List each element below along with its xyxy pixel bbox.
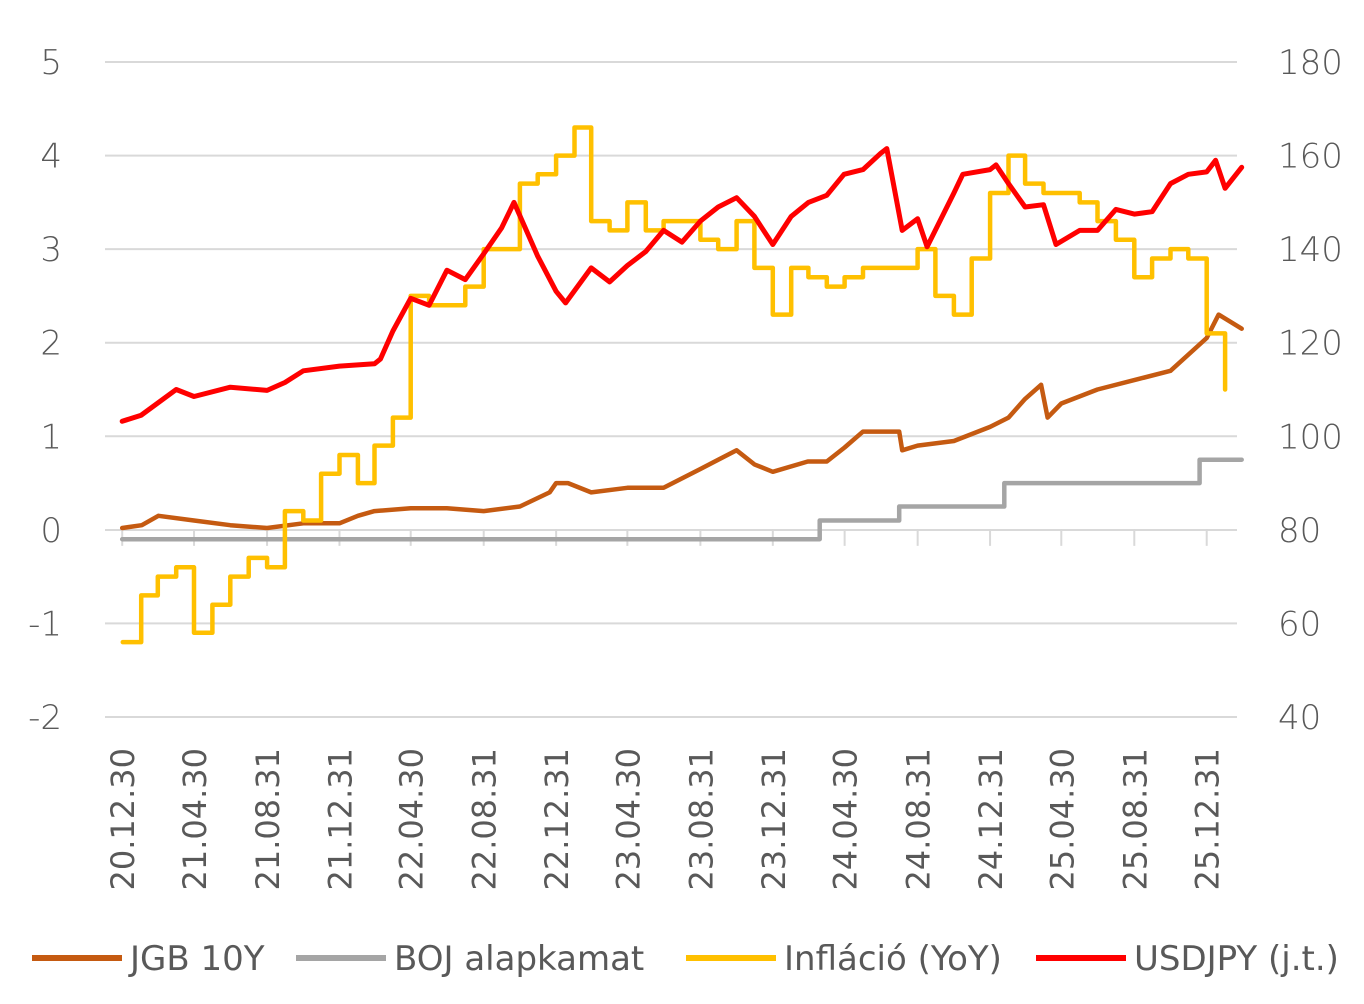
left-tick-label: -2: [28, 698, 62, 738]
x-tick-label: 25.08.31: [1116, 748, 1154, 891]
x-tick-label: 25.12.31: [1189, 748, 1227, 891]
series-line-1: [119, 457, 1244, 542]
x-tick-label: 25.04.30: [1043, 748, 1081, 891]
series-line-0: [119, 312, 1244, 531]
left-tick-label: 3: [40, 230, 62, 270]
right-tick-label: 60: [1278, 604, 1321, 644]
x-tick-label: 21.12.31: [321, 748, 359, 891]
left-tick-label: 5: [40, 43, 62, 83]
grid-lines: [105, 61, 1237, 718]
left-axis-ticks: -2 -1 0 1 2 3 4 5: [28, 43, 62, 738]
left-tick-label: 1: [40, 417, 62, 457]
left-tick-label: 4: [40, 137, 62, 177]
right-tick-label: 80: [1278, 511, 1321, 551]
x-tick-label: 21.08.31: [249, 748, 287, 891]
right-axis-ticks: 40 60 80 100 120 140 160 180: [1278, 43, 1343, 738]
left-tick-label: -1: [28, 604, 62, 644]
series-line-3: [119, 146, 1245, 424]
legend: JGB 10Y BOJ alapkamat Infláció (YoY) USDJPY…: [32, 939, 1339, 979]
right-tick-label: 180: [1278, 43, 1343, 83]
x-tick-label: 22.12.31: [538, 748, 576, 891]
legend-label: JGB 10Y: [128, 939, 265, 979]
series-line-2: [120, 125, 1228, 645]
x-tick-label: 20.12.30: [104, 748, 142, 891]
legend-label: USDJPY (j.t.): [1134, 939, 1339, 979]
x-tick-label: 24.12.31: [972, 748, 1010, 891]
left-tick-label: 0: [40, 511, 62, 551]
x-tick-label: 24.08.31: [900, 748, 938, 891]
right-tick-label: 100: [1278, 417, 1343, 457]
right-tick-label: 140: [1278, 230, 1343, 270]
x-tick-label: 22.04.30: [393, 748, 431, 891]
x-tick-label: 22.08.31: [466, 748, 504, 891]
right-tick-label: 160: [1278, 137, 1343, 177]
x-tick-label: 21.04.30: [176, 748, 214, 891]
x-tick-label: 23.08.31: [682, 748, 720, 891]
legend-label: BOJ alapkamat: [394, 939, 644, 979]
x-tick-label: 24.04.30: [827, 748, 865, 891]
series-layer: [119, 125, 1245, 645]
left-tick-label: 2: [40, 324, 62, 364]
x-axis-labels: 20.12.30 21.04.30 21.08.31 21.12.31 22.04.30…: [104, 748, 1227, 891]
right-tick-label: 40: [1278, 698, 1321, 738]
legend-label: Infláció (YoY): [784, 939, 1002, 979]
right-tick-label: 120: [1278, 324, 1343, 364]
x-tick-label: 23.04.30: [609, 748, 647, 891]
x-tick-label: 23.12.31: [755, 748, 793, 891]
